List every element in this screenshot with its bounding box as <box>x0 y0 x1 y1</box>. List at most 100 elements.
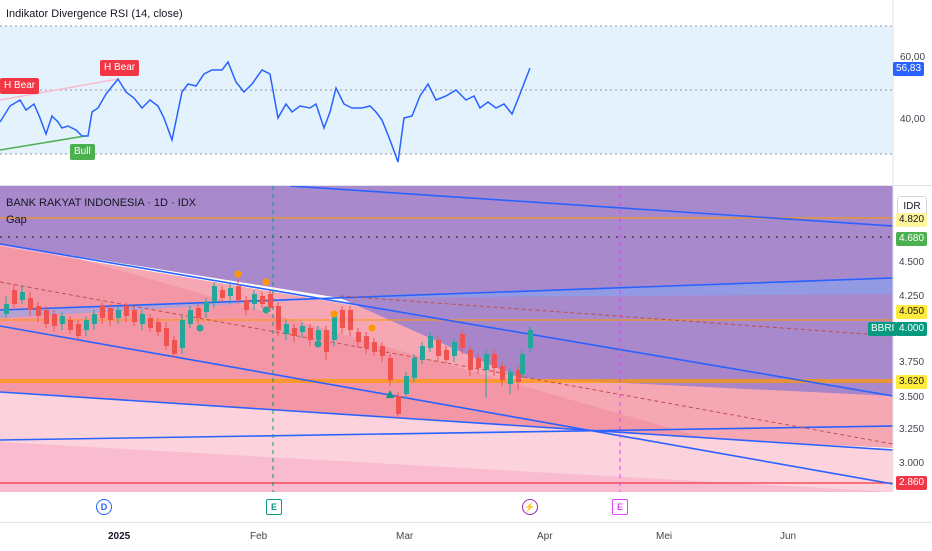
gap-marker <box>234 270 242 278</box>
gap-marker <box>314 340 322 348</box>
candle <box>500 362 505 386</box>
candle <box>364 332 369 354</box>
candle <box>52 310 57 332</box>
candle <box>340 306 345 334</box>
price-tag-resistance: 4.820 <box>896 213 928 227</box>
candle <box>92 310 97 330</box>
candle <box>428 332 433 352</box>
trendline-pink-lower <box>0 391 894 451</box>
price-plot[interactable] <box>0 186 932 492</box>
candle <box>468 346 473 376</box>
candle <box>228 284 233 304</box>
candle <box>348 306 353 336</box>
candle <box>420 342 425 364</box>
candle <box>140 310 145 330</box>
symbol-tag: BBRI <box>868 322 898 336</box>
candle <box>164 322 169 350</box>
candle <box>172 336 177 358</box>
gap-marker <box>262 278 270 286</box>
candle <box>60 312 65 330</box>
candle <box>268 290 273 312</box>
candle <box>520 350 525 378</box>
price-tick-3750: 3.750 <box>899 357 925 368</box>
light-pink-zone <box>0 392 893 492</box>
candle <box>4 296 9 318</box>
rsi-title: Indikator Divergence RSI (14, close) <box>6 8 183 20</box>
candle <box>332 312 337 346</box>
gap-marker <box>368 324 376 332</box>
candle <box>452 338 457 362</box>
purple-channel-zone <box>0 186 893 396</box>
blue-wedge-zone <box>0 278 893 318</box>
candle <box>20 286 25 304</box>
candle <box>180 316 185 354</box>
candle <box>276 302 281 336</box>
dividend-marker[interactable]: D <box>96 499 112 515</box>
candle <box>292 324 297 342</box>
candle <box>68 316 73 334</box>
candle <box>252 290 257 310</box>
trendline-channel-lower <box>0 325 894 485</box>
price-tag-gap: 4.050 <box>896 305 928 319</box>
candle <box>132 306 137 326</box>
dividend-symbol: D <box>100 502 108 512</box>
price-tick-4500: 4.500 <box>899 257 925 268</box>
candle <box>284 320 289 340</box>
upcoming-earnings-marker[interactable]: E <box>612 499 628 515</box>
rsi-pane[interactable]: Indikator Divergence RSI (14, close) H B… <box>0 0 932 185</box>
split-marker[interactable]: ⚡ <box>522 499 538 515</box>
candle <box>12 284 17 308</box>
rsi-tick-60: 60,00 <box>900 52 926 63</box>
price-pane[interactable]: BANK RAKYAT INDONESIA · 1D · IDX Gap IDR… <box>0 186 932 492</box>
candle <box>300 322 305 338</box>
candle <box>260 292 265 308</box>
rsi-current-value: 56,83 <box>893 62 925 76</box>
candle <box>412 354 417 382</box>
time-axis[interactable]: 2025 Feb Mar Apr Mei Jun <box>0 522 932 551</box>
trendline-bottom <box>0 425 894 441</box>
time-label-feb: Feb <box>250 531 268 542</box>
trendline-rising <box>0 277 894 311</box>
symbol-title[interactable]: BANK RAKYAT INDONESIA · 1D · IDX <box>6 197 197 209</box>
rsi-bear-divergence-line <box>0 78 119 101</box>
time-label-mei: Mei <box>656 531 673 542</box>
price-tick-4250: 4.250 <box>899 291 925 302</box>
currency-label: IDR <box>903 200 921 212</box>
candle <box>44 306 49 328</box>
candle <box>396 392 401 418</box>
candle <box>204 298 209 318</box>
candle <box>124 302 129 322</box>
candle <box>484 350 489 398</box>
rsi-bull-divergence-line <box>0 135 86 151</box>
time-label-mar: Mar <box>396 531 414 542</box>
candle <box>156 318 161 336</box>
gap-marker <box>330 310 338 318</box>
candle <box>404 372 409 398</box>
price-tag-low: 2.860 <box>896 476 928 490</box>
split-symbol: ⚡ <box>524 501 536 512</box>
events-strip: D E ⚡ E <box>0 492 893 522</box>
rsi-plot[interactable] <box>0 0 932 185</box>
candle <box>308 324 313 346</box>
gap-marker <box>196 324 204 332</box>
indicator-gap-label[interactable]: Gap <box>6 214 27 226</box>
time-label-2025: 2025 <box>108 531 131 542</box>
trendline-channel-upper <box>0 243 894 397</box>
candle <box>528 326 533 352</box>
price-tag-green: 4.680 <box>896 232 928 246</box>
candle <box>460 330 465 354</box>
bull-label: Bull <box>70 144 95 160</box>
candle <box>84 316 89 336</box>
candle <box>372 338 377 356</box>
candle <box>100 302 105 324</box>
price-tag-support: 3.620 <box>896 375 928 389</box>
time-label-apr: Apr <box>537 531 553 542</box>
candle <box>108 304 113 326</box>
pane-separator[interactable] <box>0 185 932 186</box>
candle <box>236 280 241 304</box>
candle <box>76 320 81 340</box>
price-tick-3250: 3.250 <box>899 424 925 435</box>
earnings-marker[interactable]: E <box>266 499 282 515</box>
candle <box>196 304 201 324</box>
